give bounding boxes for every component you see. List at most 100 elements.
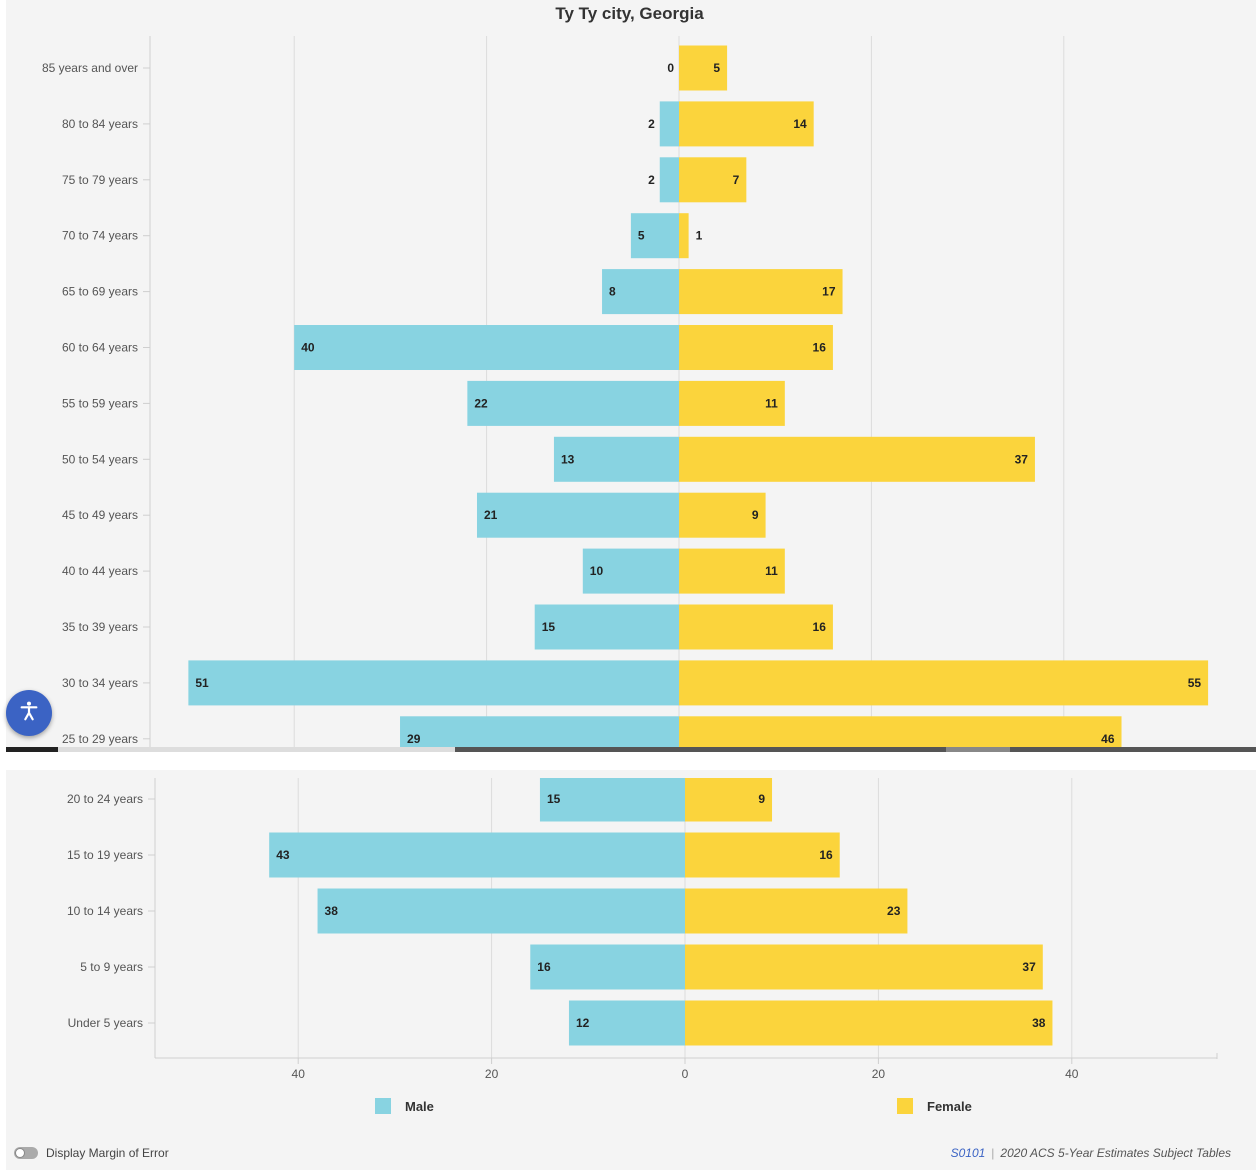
bar-male [530, 944, 685, 990]
data-label-female: 38 [1032, 1016, 1046, 1030]
legend-item-female[interactable]: Female [897, 1098, 972, 1114]
bar-male [534, 604, 679, 650]
data-label-male: 8 [609, 285, 616, 299]
data-label-female: 11 [765, 396, 778, 410]
data-label-male: 2 [648, 173, 655, 187]
category-label: 55 to 59 years [62, 396, 138, 410]
bar-male [476, 492, 679, 538]
data-label-female: 1 [696, 229, 703, 243]
category-label: 60 to 64 years [62, 341, 138, 355]
category-label: 85 years and over [42, 61, 138, 75]
bar-male [294, 325, 679, 370]
category-label: 25 to 29 years [62, 732, 138, 746]
data-label-male: 51 [195, 676, 209, 690]
data-label-male: 22 [474, 396, 488, 410]
category-label: 70 to 74 years [62, 229, 138, 243]
source-separator: | [991, 1146, 995, 1160]
bar-female [679, 213, 689, 259]
data-label-female: 55 [1188, 676, 1202, 690]
data-label-male: 10 [590, 564, 604, 578]
data-label-male: 40 [301, 341, 315, 355]
bar-female [679, 716, 1122, 747]
source-note: S0101 | 2020 ACS 5-Year Estimates Subject … [951, 1146, 1231, 1160]
data-label-female: 23 [887, 904, 901, 918]
category-label: 5 to 9 years [80, 960, 143, 974]
category-label: 20 to 24 years [67, 792, 143, 806]
data-label-female: 16 [813, 341, 827, 355]
margin-of-error-toggle[interactable]: Display Margin of Error [14, 1146, 169, 1160]
bar-male [467, 380, 679, 426]
data-label-male: 38 [325, 904, 339, 918]
data-label-male: 21 [484, 508, 498, 522]
category-label: 45 to 49 years [62, 508, 138, 522]
bar-female [685, 832, 840, 878]
data-label-male: 15 [542, 620, 556, 634]
bar-male [659, 157, 679, 203]
data-label-male: 13 [561, 452, 575, 466]
bar-male [317, 888, 685, 934]
bar-female [679, 548, 785, 594]
source-description: 2020 ACS 5-Year Estimates Subject Tables [1000, 1146, 1231, 1160]
data-label-female: 17 [822, 285, 836, 299]
bar-male [188, 660, 679, 706]
bar-female [679, 101, 814, 147]
data-label-male: 29 [407, 732, 421, 746]
data-label-female: 7 [733, 173, 740, 187]
data-label-male: 0 [667, 61, 674, 75]
data-label-female: 37 [1015, 452, 1029, 466]
accessibility-button[interactable] [6, 690, 52, 736]
data-label-female: 46 [1101, 732, 1115, 746]
accessibility-icon [18, 700, 40, 727]
data-label-male: 12 [576, 1016, 590, 1030]
bar-female [679, 45, 728, 91]
bar-male [553, 436, 679, 482]
toggle-knob [15, 1148, 25, 1158]
data-label-female: 9 [758, 792, 765, 806]
data-label-male: 2 [648, 117, 655, 131]
data-label-male: 15 [547, 792, 561, 806]
category-label: 65 to 69 years [62, 285, 138, 299]
x-tick-label: 0 [682, 1067, 689, 1081]
x-tick-label: 20 [872, 1067, 886, 1081]
category-label: 10 to 14 years [67, 904, 143, 918]
data-label-female: 5 [713, 61, 720, 75]
bar-male [602, 269, 679, 315]
category-label: 30 to 34 years [62, 676, 138, 690]
bar-female [679, 380, 785, 426]
category-label: 35 to 39 years [62, 620, 138, 634]
category-label: Under 5 years [68, 1016, 143, 1030]
bar-female [685, 778, 773, 822]
bar-female [679, 325, 833, 370]
bar-female [685, 888, 908, 934]
bar-female [685, 1000, 1053, 1046]
horizontal-scrollbar[interactable] [6, 747, 1256, 752]
bar-female [679, 269, 843, 315]
bar-male [568, 1000, 685, 1046]
chart-title: Ty Ty city, Georgia [555, 4, 704, 23]
bar-female [685, 944, 1043, 990]
category-label: 80 to 84 years [62, 117, 138, 131]
x-tick-label: 40 [292, 1067, 306, 1081]
bar-male [269, 832, 685, 878]
category-label: 75 to 79 years [62, 173, 138, 187]
source-table-link[interactable]: S0101 [950, 1146, 986, 1160]
x-tick-label: 20 [485, 1067, 499, 1081]
legend-swatch-male [375, 1098, 391, 1114]
category-label: 40 to 44 years [62, 564, 138, 578]
data-label-male: 5 [638, 229, 645, 243]
bar-female [679, 604, 833, 650]
legend-label-male: Male [405, 1098, 434, 1114]
category-label: 15 to 19 years [67, 848, 143, 862]
margin-of-error-label: Display Margin of Error [46, 1146, 169, 1160]
data-label-female: 11 [765, 564, 778, 578]
bar-female [679, 157, 747, 203]
legend-item-male[interactable]: Male [375, 1098, 434, 1114]
legend-swatch-female [897, 1098, 913, 1114]
bar-female [679, 660, 1209, 706]
bar-male [630, 213, 679, 259]
toggle-switch[interactable] [14, 1147, 38, 1159]
bar-male [539, 778, 685, 822]
data-label-female: 14 [793, 117, 807, 131]
bar-male [400, 716, 679, 747]
